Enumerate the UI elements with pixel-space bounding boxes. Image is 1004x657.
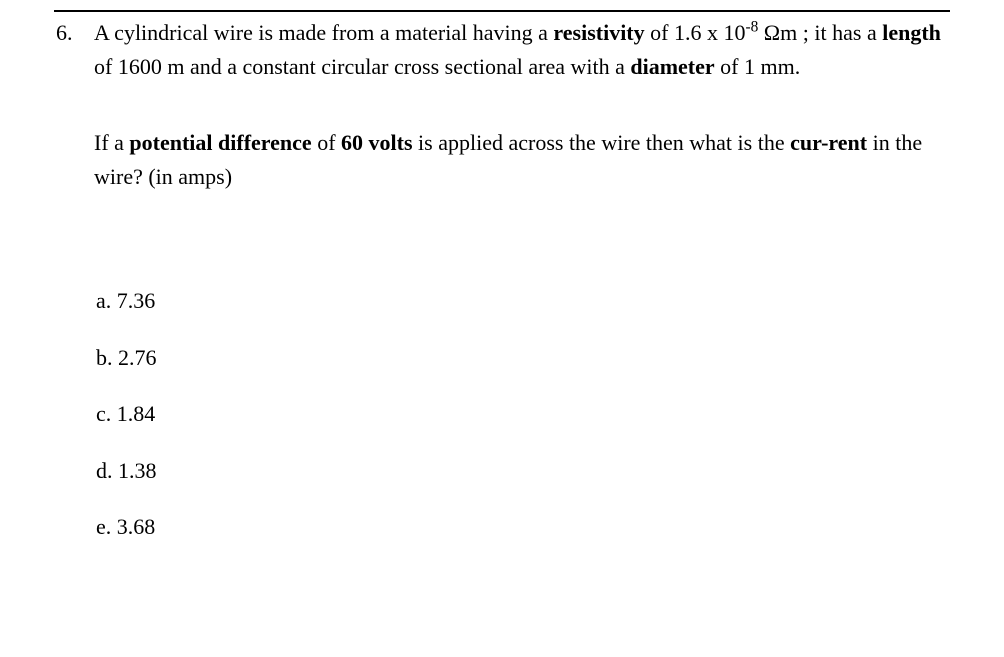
bold-60-volts: 60 volts [341,130,413,155]
bold-length: length [882,20,941,45]
text: of 1.6 x 10 [645,20,746,45]
text: m [780,20,797,45]
choice-d: d. 1.38 [96,458,950,484]
bold-resistivity: resistivity [553,20,644,45]
choice-a: a. 7.36 [96,288,950,314]
page: 6. A cylindrical wire is made from a mat… [0,0,1004,540]
answer-choices: a. 7.36 b. 2.76 c. 1.84 d. 1.38 e. 3.68 [96,288,950,540]
ohm-symbol: Ω [764,20,780,45]
spacer [94,194,950,288]
choice-c: c. 1.84 [96,401,950,427]
question-number: 6. [54,16,94,50]
bold-current: cur-rent [790,130,867,155]
question-paragraph-2: If a potential difference of 60 volts is… [94,126,950,194]
exponent: -8 [745,19,758,36]
question-body: A cylindrical wire is made from a materi… [94,16,950,540]
top-rule [54,10,950,12]
bold-potential-difference: potential difference [129,130,311,155]
question-row: 6. A cylindrical wire is made from a mat… [54,16,950,540]
text: If a [94,130,129,155]
bold-diameter: diameter [630,54,714,79]
text: is applied across the wire then what is … [413,130,791,155]
choice-b: b. 2.76 [96,345,950,371]
text: of [312,130,341,155]
question-paragraph-1: A cylindrical wire is made from a materi… [94,16,950,84]
spacer [94,84,950,126]
text: of 1600 m and a constant circular cross … [94,54,630,79]
choice-e: e. 3.68 [96,514,950,540]
text: A cylindrical wire is made from a materi… [94,20,553,45]
text: of 1 mm. [715,54,801,79]
text: ; it has a [797,20,882,45]
